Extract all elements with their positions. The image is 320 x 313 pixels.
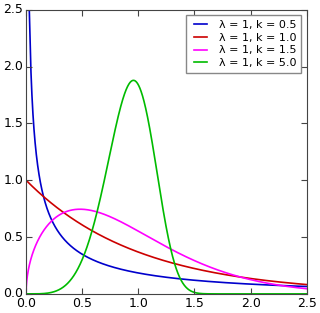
λ = 1, k = 5.0 — [300, 292, 303, 296]
λ = 1, k = 1.0 — [305, 283, 309, 286]
λ = 1, k = 1.5 — [78, 207, 82, 211]
λ = 1, k = 5.0 — [56, 288, 60, 292]
Line: λ = 1, k = 5.0: λ = 1, k = 5.0 — [26, 80, 307, 294]
λ = 1, k = 5.0 — [269, 292, 273, 296]
λ = 1, k = 0.5 — [144, 272, 148, 276]
λ = 1, k = 1.5 — [305, 287, 309, 290]
λ = 1, k = 5.0 — [305, 292, 309, 296]
λ = 1, k = 1.0 — [144, 253, 148, 257]
λ = 1, k = 5.0 — [144, 108, 148, 111]
λ = 1, k = 5.0 — [73, 272, 77, 276]
λ = 1, k = 5.0 — [132, 79, 136, 82]
Line: λ = 1, k = 1.5: λ = 1, k = 1.5 — [26, 209, 307, 294]
Legend: λ = 1, k = 0.5, λ = 1, k = 1.0, λ = 1, k = 1.5, λ = 1, k = 5.0: λ = 1, k = 0.5, λ = 1, k = 1.0, λ = 1, k… — [186, 15, 301, 73]
λ = 1, k = 1.0 — [299, 282, 303, 286]
λ = 1, k = 1.5 — [132, 227, 136, 231]
λ = 1, k = 5.0 — [132, 79, 135, 82]
λ = 1, k = 0.5 — [299, 285, 303, 288]
λ = 1, k = 1.5 — [269, 282, 273, 286]
λ = 1, k = 0.5 — [132, 270, 136, 274]
λ = 1, k = 1.0 — [24, 178, 28, 182]
λ = 1, k = 1.5 — [56, 214, 60, 218]
λ = 1, k = 1.0 — [269, 279, 273, 283]
λ = 1, k = 0.5 — [24, 8, 28, 12]
Line: λ = 1, k = 0.5: λ = 1, k = 0.5 — [26, 10, 307, 286]
λ = 1, k = 0.5 — [56, 230, 60, 233]
λ = 1, k = 0.5 — [305, 285, 309, 288]
λ = 1, k = 1.0 — [73, 218, 77, 222]
λ = 1, k = 1.0 — [132, 249, 136, 252]
λ = 1, k = 0.5 — [269, 283, 273, 287]
λ = 1, k = 1.5 — [144, 233, 148, 237]
λ = 1, k = 1.0 — [56, 207, 60, 210]
λ = 1, k = 1.5 — [73, 208, 77, 211]
Line: λ = 1, k = 1.0: λ = 1, k = 1.0 — [26, 180, 307, 285]
λ = 1, k = 1.5 — [24, 292, 28, 296]
λ = 1, k = 0.5 — [73, 247, 77, 251]
λ = 1, k = 1.5 — [300, 286, 303, 290]
λ = 1, k = 5.0 — [24, 292, 28, 296]
